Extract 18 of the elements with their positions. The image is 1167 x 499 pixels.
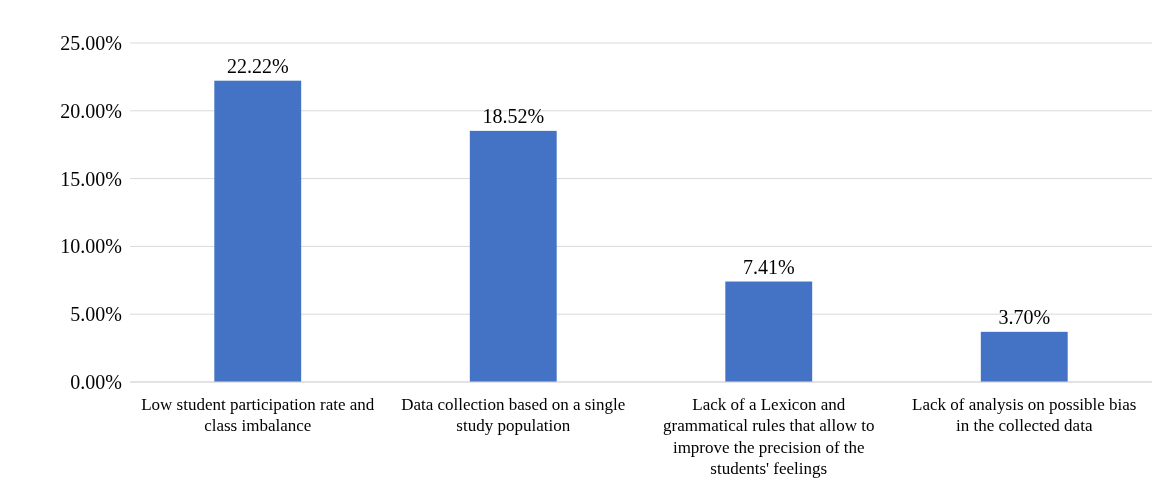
x-tick-label: Data collection based on a single study population bbox=[401, 395, 626, 436]
bar bbox=[469, 130, 557, 382]
bar bbox=[725, 281, 813, 382]
data-label: 22.22% bbox=[226, 54, 289, 77]
bar bbox=[980, 331, 1068, 382]
data-label: 7.41% bbox=[742, 255, 795, 278]
data-label: 18.52% bbox=[482, 104, 545, 127]
y-tick-label: 25.00% bbox=[60, 31, 122, 54]
x-tick-label: Lack of a Lexicon and grammatical rules that allow to improve the precision of the students' feelings bbox=[663, 395, 875, 478]
y-tick-label: 15.00% bbox=[60, 167, 122, 190]
bar bbox=[214, 80, 302, 382]
data-label: 3.70% bbox=[998, 305, 1051, 328]
y-tick-label: 0.00% bbox=[70, 370, 122, 393]
y-tick-label: 20.00% bbox=[60, 99, 122, 122]
x-tick-label: Low student participation rate and class imbalance bbox=[141, 395, 375, 436]
x-tick-label: Lack of analysis on possible bias in the collected data bbox=[912, 395, 1137, 436]
y-tick-label: 5.00% bbox=[70, 303, 122, 326]
y-tick-label: 10.00% bbox=[60, 235, 122, 258]
